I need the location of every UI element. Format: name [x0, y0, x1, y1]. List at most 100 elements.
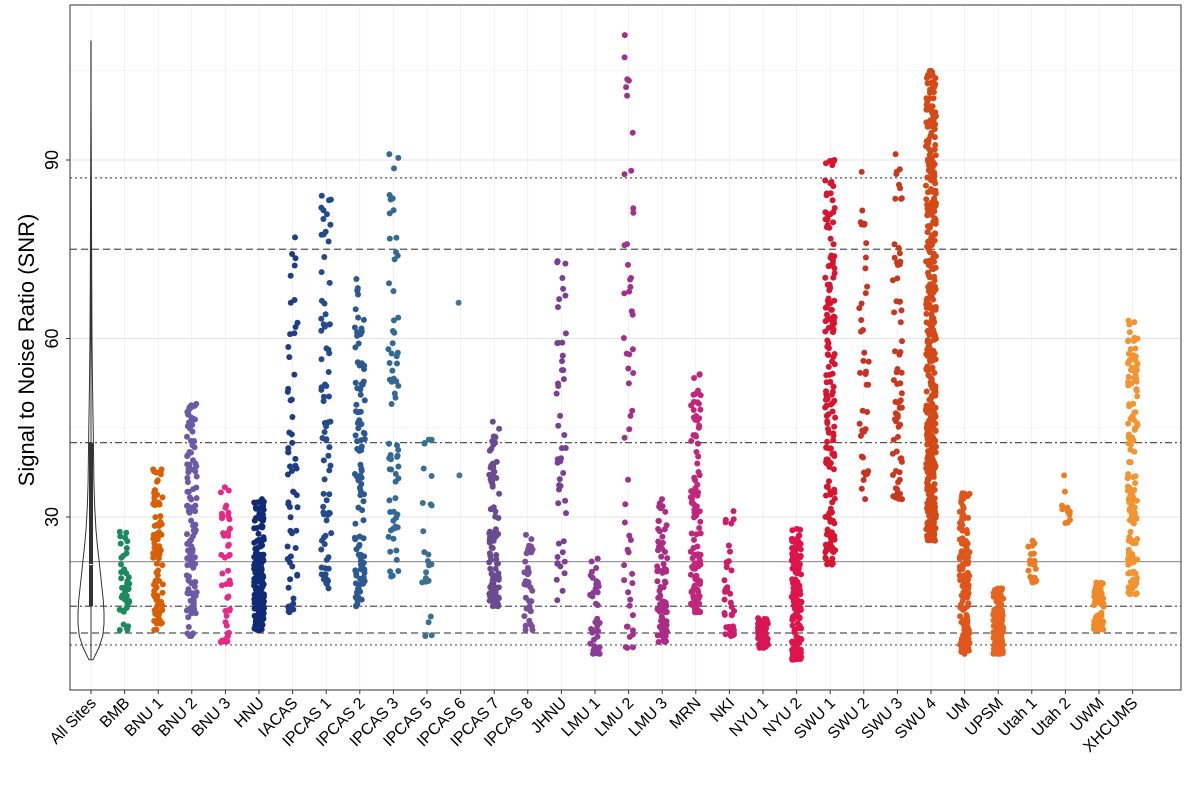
data-point [965, 514, 972, 521]
data-point [791, 628, 798, 635]
data-point [124, 626, 131, 633]
data-point [287, 397, 294, 404]
data-point [796, 587, 803, 594]
data-point [254, 621, 260, 628]
data-point [323, 211, 330, 218]
data-point [291, 371, 298, 378]
data-point [789, 614, 796, 620]
data-point [285, 449, 292, 456]
data-point [553, 576, 560, 583]
data-point [422, 633, 429, 639]
data-point [728, 567, 735, 574]
data-point [931, 169, 938, 176]
data-point [563, 510, 569, 517]
data-point [789, 554, 796, 561]
data-point [692, 576, 699, 583]
data-point [1132, 515, 1139, 522]
data-point [395, 382, 402, 389]
data-point [959, 494, 966, 501]
data-point [896, 398, 903, 405]
data-point [323, 581, 330, 587]
data-point [892, 416, 898, 423]
data-point [990, 611, 997, 618]
data-point [184, 433, 190, 440]
data-point [327, 418, 334, 425]
data-point [357, 386, 364, 393]
data-point [292, 255, 299, 262]
data-point [994, 629, 1001, 636]
data-point [1033, 577, 1040, 584]
data-point [829, 370, 836, 377]
data-point [562, 330, 569, 337]
data-point [1064, 519, 1071, 526]
series-hnu [251, 496, 267, 633]
data-point [627, 596, 634, 603]
series-lmu-2 [620, 32, 637, 651]
data-point [360, 316, 367, 323]
data-point [253, 574, 260, 581]
data-point [491, 572, 498, 579]
data-point [559, 549, 566, 556]
data-point [862, 426, 869, 433]
data-point [389, 572, 396, 579]
data-point [361, 366, 367, 373]
data-point [824, 438, 831, 445]
data-point [959, 527, 966, 534]
data-point [191, 554, 198, 561]
data-point [962, 590, 969, 597]
data-point [859, 407, 866, 414]
data-point [120, 568, 127, 575]
data-point [663, 609, 670, 615]
data-point [822, 209, 829, 216]
data-point [661, 637, 668, 644]
data-point [829, 320, 836, 326]
data-point [320, 216, 327, 222]
data-point [721, 596, 728, 603]
data-point [192, 502, 199, 509]
data-point [858, 168, 865, 175]
data-point [629, 612, 636, 619]
data-point [188, 404, 195, 411]
data-point [150, 591, 157, 598]
data-point [828, 509, 835, 516]
data-point [590, 647, 597, 654]
data-point [1099, 620, 1106, 627]
data-point [930, 296, 937, 303]
data-point [155, 546, 162, 553]
data-point [898, 307, 905, 314]
violin-box [89, 442, 93, 607]
data-point [898, 369, 905, 376]
data-point [692, 565, 699, 572]
data-point [1133, 387, 1140, 394]
data-point [1126, 329, 1133, 336]
data-point [924, 229, 931, 236]
data-point [925, 139, 932, 146]
data-point [428, 502, 435, 509]
data-point [663, 618, 670, 625]
data-point [627, 276, 634, 283]
data-point [294, 319, 301, 326]
data-point [898, 404, 905, 411]
data-point [562, 260, 569, 267]
series-ipcas-5 [419, 436, 435, 639]
series-xhcums [1124, 317, 1141, 598]
data-point [1129, 434, 1136, 441]
data-point [957, 566, 963, 573]
series-swu-3 [889, 151, 905, 503]
series-swu-1 [822, 157, 839, 568]
data-point [864, 283, 871, 290]
data-point [929, 436, 936, 443]
data-point [522, 558, 529, 565]
data-point [361, 430, 368, 437]
data-point [932, 286, 939, 293]
data-point [624, 241, 630, 248]
data-point [353, 602, 359, 609]
data-point [358, 474, 365, 481]
data-point [155, 555, 162, 562]
series-bnu-2 [183, 400, 200, 639]
data-point [1133, 497, 1140, 504]
data-point [925, 167, 932, 174]
data-point [361, 566, 368, 573]
data-point [294, 572, 301, 579]
